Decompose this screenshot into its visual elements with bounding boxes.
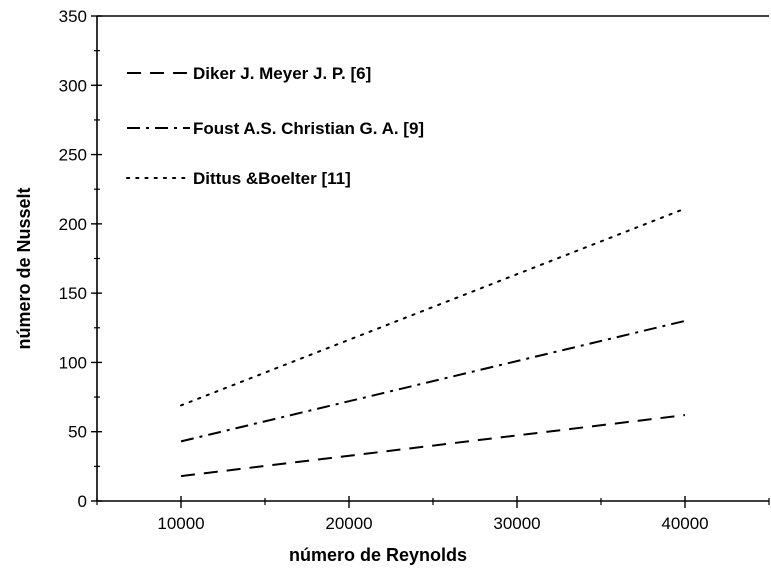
y-tick-label: 200: [59, 215, 87, 234]
series-line-1: [180, 414, 686, 478]
y-tick-label: 100: [59, 353, 87, 372]
y-tick-label: 150: [59, 284, 87, 303]
x-tick-label: 30000: [493, 514, 540, 533]
y-tick-label: 300: [59, 76, 87, 95]
x-tick-label: 40000: [661, 514, 708, 533]
series-line-3: [180, 207, 686, 407]
x-tick-label: 20000: [325, 514, 372, 533]
x-tick-label: 10000: [157, 514, 204, 533]
series-group: [180, 207, 686, 478]
y-tick-label: 250: [59, 146, 87, 165]
legend-label-2: Foust A.S. Christian G. A. [9]: [193, 119, 424, 138]
y-tick-label: 0: [78, 492, 87, 511]
x-axis-title: número de Reynolds: [289, 545, 467, 565]
axes: 0 50 100 150 200 250 300 350 10000 20000 30000 4000…: [59, 7, 770, 533]
y-axis-title: número de Nusselt: [14, 187, 34, 349]
legend-label-3: Dittus &Boelter [11]: [193, 169, 351, 188]
legend: Diker J. Meyer J. P. [6] Foust A.S. Chris…: [126, 64, 424, 188]
legend-label-1: Diker J. Meyer J. P. [6]: [193, 64, 371, 83]
series-line-2: [180, 319, 686, 443]
y-tick-label: 50: [68, 423, 87, 442]
y-tick-label: 350: [59, 7, 87, 26]
